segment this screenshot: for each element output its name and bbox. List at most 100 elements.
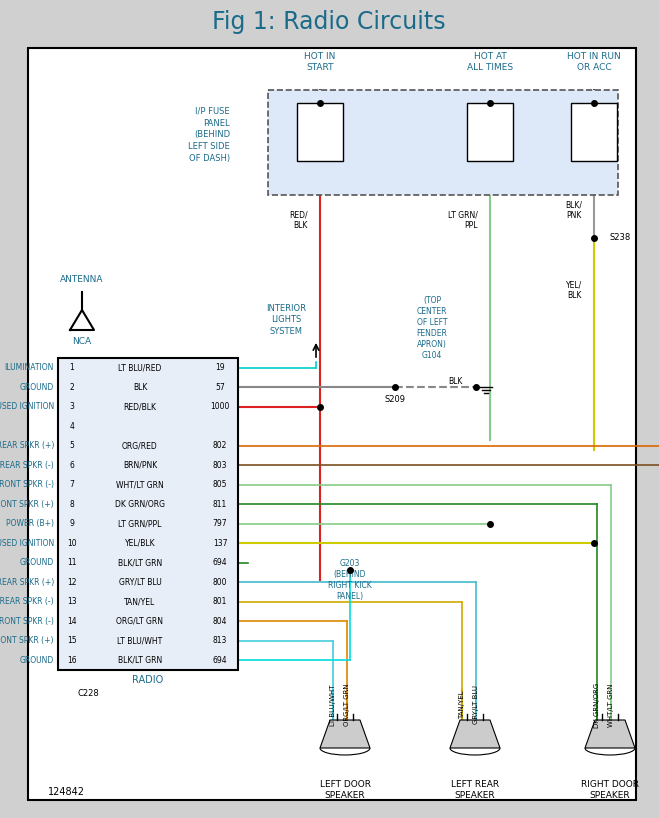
Text: 801: 801 [213, 597, 227, 606]
Text: DK GRN/ORG: DK GRN/ORG [594, 682, 600, 728]
Text: WHT/LT GRN: WHT/LT GRN [608, 683, 614, 726]
Bar [297, 103, 343, 161]
Text: ORG/RED: ORG/RED [122, 441, 158, 450]
Polygon shape [320, 720, 370, 748]
Bar [268, 90, 618, 195]
Text: L REAR SPKR (+): L REAR SPKR (+) [0, 578, 54, 587]
Text: 802: 802 [213, 441, 227, 450]
Text: YEL/
BLK: YEL/ BLK [565, 281, 582, 299]
Text: 10: 10 [67, 539, 77, 548]
Text: 800: 800 [213, 578, 227, 587]
Text: INTERIOR
LIGHTS
SYSTEM: INTERIOR LIGHTS SYSTEM [266, 304, 306, 335]
Text: ANTENNA: ANTENNA [60, 276, 103, 285]
Text: 11: 11 [67, 558, 76, 567]
Text: ORG/LT GRN: ORG/LT GRN [117, 617, 163, 626]
Text: L FRONT SPKR (-): L FRONT SPKR (-) [0, 617, 54, 626]
Text: YEL/BLK: YEL/BLK [125, 539, 156, 548]
Text: HOT AT
ALL TIMES: HOT AT ALL TIMES [467, 52, 513, 72]
Text: R REAR SPKR (-): R REAR SPKR (-) [0, 461, 54, 470]
Text: TAN/YEL: TAN/YEL [459, 690, 465, 719]
Text: BLK/LT GRN: BLK/LT GRN [118, 656, 162, 665]
Text: 16: 16 [67, 656, 77, 665]
Text: BRN/PNK: BRN/PNK [123, 461, 157, 470]
Text: BLK/
PNK: BLK/ PNK [565, 200, 582, 220]
Text: RED/
BLK: RED/ BLK [289, 210, 308, 230]
Text: POWER (B+): POWER (B+) [6, 519, 54, 528]
Text: LT BLU/WHT: LT BLU/WHT [117, 636, 163, 645]
Text: 805: 805 [213, 480, 227, 489]
Text: GRY/LT BLU: GRY/LT BLU [119, 578, 161, 587]
Text: 694: 694 [213, 656, 227, 665]
Text: ILUMINATION: ILUMINATION [5, 363, 54, 372]
Text: L REAR SPKR (-): L REAR SPKR (-) [0, 597, 54, 606]
Text: 5: 5 [70, 441, 74, 450]
Text: 14: 14 [67, 617, 77, 626]
Text: 9: 9 [70, 519, 74, 528]
Bar [467, 103, 513, 161]
Text: 57: 57 [215, 383, 225, 392]
Text: GROUND: GROUND [20, 656, 54, 665]
Text: R FRONT SPKR (-): R FRONT SPKR (-) [0, 480, 54, 489]
Text: 694: 694 [213, 558, 227, 567]
Text: L FRONT SPKR (+): L FRONT SPKR (+) [0, 636, 54, 645]
Text: 4: 4 [70, 422, 74, 431]
Text: 803: 803 [213, 461, 227, 470]
Text: BLK: BLK [448, 377, 462, 386]
Bar [58, 358, 238, 670]
Text: 811: 811 [213, 500, 227, 509]
Text: LT GRN/PPL: LT GRN/PPL [119, 519, 161, 528]
Bar [0, 0, 659, 44]
Text: GROUND: GROUND [20, 558, 54, 567]
Text: 797: 797 [213, 519, 227, 528]
Text: 1: 1 [70, 363, 74, 372]
Text: TAN/YEL: TAN/YEL [125, 597, 156, 606]
Text: R FRONT SPKR (+): R FRONT SPKR (+) [0, 500, 54, 509]
Text: ORG/LT GRN: ORG/LT GRN [344, 684, 350, 726]
Text: LT BLU/WHT: LT BLU/WHT [330, 684, 336, 726]
Text: (TOP
CENTER
OF LEFT
FENDER
APRON)
G104: (TOP CENTER OF LEFT FENDER APRON) G104 [416, 296, 447, 360]
Text: R REAR SPKR (+): R REAR SPKR (+) [0, 441, 54, 450]
Text: 19: 19 [215, 363, 225, 372]
Text: 12: 12 [67, 578, 76, 587]
Text: G203
(BEHIND
RIGHT KICK
PANEL): G203 (BEHIND RIGHT KICK PANEL) [328, 559, 372, 601]
Text: GRY/LT BLU: GRY/LT BLU [473, 685, 479, 725]
Text: HOT IN
START: HOT IN START [304, 52, 335, 72]
Text: 13: 13 [67, 597, 77, 606]
Text: FUSED IGNITION: FUSED IGNITION [0, 402, 54, 411]
Text: 2: 2 [70, 383, 74, 392]
Text: GROUND: GROUND [20, 383, 54, 392]
Text: FUSE
29
15A: FUSE 29 15A [479, 116, 501, 147]
Text: HOT IN RUN
OR ACC: HOT IN RUN OR ACC [567, 52, 621, 72]
Text: C228: C228 [77, 690, 99, 699]
Text: BLK/LT GRN: BLK/LT GRN [118, 558, 162, 567]
Polygon shape [585, 720, 635, 748]
Text: 137: 137 [213, 539, 227, 548]
Text: NCA: NCA [72, 338, 92, 347]
Text: LEFT REAR
SPEAKER: LEFT REAR SPEAKER [451, 780, 499, 800]
Text: 3: 3 [70, 402, 74, 411]
Text: FUSE
20
7.5A: FUSE 20 7.5A [583, 116, 605, 147]
Text: Fig 1: Radio Circuits: Fig 1: Radio Circuits [212, 10, 445, 34]
Text: 8: 8 [70, 500, 74, 509]
Text: 7: 7 [70, 480, 74, 489]
Text: RED/BLK: RED/BLK [123, 402, 156, 411]
Text: DK GRN/ORG: DK GRN/ORG [115, 500, 165, 509]
Text: RADIO: RADIO [132, 675, 163, 685]
Text: 813: 813 [213, 636, 227, 645]
Text: 804: 804 [213, 617, 227, 626]
Text: RIGHT DOOR
SPEAKER: RIGHT DOOR SPEAKER [581, 780, 639, 800]
Text: I/P FUSE
PANEL
(BEHIND
LEFT SIDE
OF DASH): I/P FUSE PANEL (BEHIND LEFT SIDE OF DASH… [188, 107, 230, 163]
Text: FUSE
28
7.5A: FUSE 28 7.5A [309, 116, 331, 147]
Text: LT BLU/RED: LT BLU/RED [119, 363, 161, 372]
Text: BLK: BLK [133, 383, 147, 392]
Text: S238: S238 [610, 233, 631, 242]
Text: 6: 6 [70, 461, 74, 470]
Bar [571, 103, 617, 161]
Text: S209: S209 [384, 395, 405, 404]
Text: LEFT DOOR
SPEAKER: LEFT DOOR SPEAKER [320, 780, 370, 800]
Text: 1000: 1000 [210, 402, 230, 411]
Text: FUSED IGNITION: FUSED IGNITION [0, 539, 54, 548]
Text: WHT/LT GRN: WHT/LT GRN [116, 480, 164, 489]
Text: 15: 15 [67, 636, 77, 645]
Text: LT GRN/
PPL: LT GRN/ PPL [448, 210, 478, 230]
